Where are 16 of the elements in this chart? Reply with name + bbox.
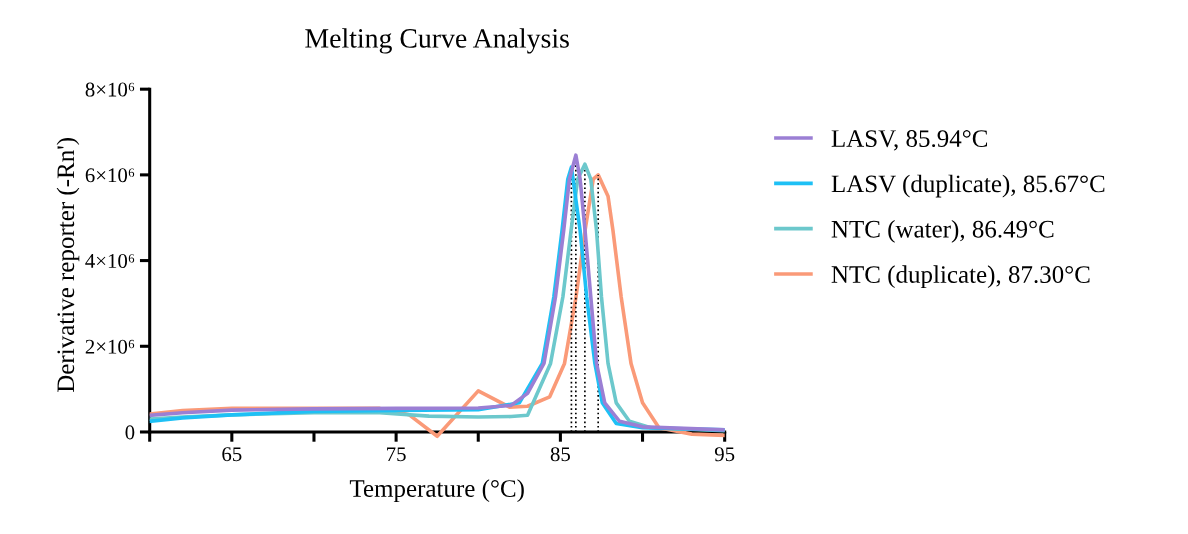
y-tick-label: 0 — [125, 425, 135, 440]
legend-label: LASV (duplicate), 85.67°C — [831, 174, 1105, 198]
legend-label: NTC (water), 86.49°C — [831, 220, 1054, 243]
legend-label: LASV, 85.94°C — [831, 130, 988, 151]
y-tick-label: 6×10⁶ — [85, 168, 135, 183]
legend-label: NTC (duplicate), 87.30°C — [831, 265, 1090, 289]
y-tick-label: 4×10⁶ — [85, 253, 135, 269]
x-axis-title: Temperature (°C) — [349, 479, 524, 503]
x-tick-label: 85 — [550, 447, 570, 462]
y-axis-title: Derivative reporter (-Rn') — [56, 138, 80, 393]
chart-title: Melting Curve Analysis — [305, 28, 569, 54]
x-tick-label: 95 — [714, 447, 735, 462]
y-tick-label: 2×10⁶ — [85, 339, 135, 354]
y-tick-label: 8×10⁶ — [85, 82, 135, 97]
x-tick-label: 65 — [222, 447, 242, 462]
x-tick-label: 75 — [387, 447, 406, 462]
